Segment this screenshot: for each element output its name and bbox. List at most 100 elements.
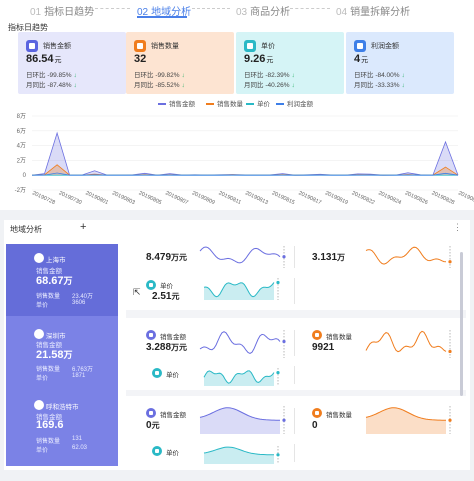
divider xyxy=(294,330,295,356)
scrollbar[interactable] xyxy=(460,252,463,396)
tab-label: 商品分析 xyxy=(250,7,291,18)
y-tick-label: -2万 xyxy=(15,187,26,194)
city-item-shenzhen[interactable]: 深圳市 销售金额 21.58万 销售数量 6.763万 单价 1871 xyxy=(6,320,118,392)
city-name: 呼和浩特市 xyxy=(46,404,79,411)
city-name: 上海市 xyxy=(46,257,66,264)
sparkline-endpoint xyxy=(276,370,280,375)
city-sales-value: 68.67万 xyxy=(36,275,73,287)
price-sparkline xyxy=(203,278,280,300)
legend-item-sales[interactable]: 销售金额 xyxy=(158,98,195,108)
city-sales-value: 21.58万 xyxy=(36,349,73,361)
kpi-label: 单价 xyxy=(261,43,275,50)
tab-product-analysis[interactable]: 03 商品分析 xyxy=(236,3,290,18)
price-sparkline xyxy=(203,368,280,386)
x-tick-label: 20190805 xyxy=(138,190,163,206)
city-item-shanghai[interactable]: 上海市 销售金额 68.67万 销售数量 23.40万 单价 3606 xyxy=(6,244,118,316)
quantity-sparkline xyxy=(365,330,452,358)
sparkline-area xyxy=(366,407,446,434)
kpi-day-change: 日环比 -99.82% ↓ xyxy=(134,72,185,79)
x-tick-label: 20190828 xyxy=(431,190,456,206)
sparkline-area xyxy=(200,407,280,434)
city-block-hohhot: 销售金额 0元 销售数量 0 单价 xyxy=(126,398,466,466)
profit-icon xyxy=(354,40,366,52)
city-item-hohhot[interactable]: 呼和浩特市 销售金额 169.6 销售数量 131 单价 62.03 xyxy=(6,394,118,466)
down-arrow-icon: ↓ xyxy=(291,82,295,89)
kpi-month-change: 月同比 -40.26% ↓ xyxy=(244,82,295,89)
tab-divider xyxy=(192,8,230,9)
x-tick-label: 20190817 xyxy=(297,190,322,206)
kpi-value: 9.26元 xyxy=(244,53,274,65)
x-tick-label: 20190826 xyxy=(404,190,429,206)
city-block-shenzhen: 销售金额 3.288万元 销售数量 9921 单价 xyxy=(126,320,466,388)
city-sales-label: 销售金额 xyxy=(36,342,62,349)
box-icon xyxy=(134,40,146,52)
price-sparkline xyxy=(203,446,280,464)
sparkline-line xyxy=(365,407,447,421)
sparkline-area xyxy=(204,447,274,464)
kpi-month-change: 月同比 -85.52% ↓ xyxy=(134,82,185,89)
kpi-value: 32 xyxy=(134,53,147,65)
tab-number: 02 xyxy=(137,7,149,18)
city-qty: 销售数量 23.40万 xyxy=(36,294,94,300)
section-title: 地域分析 xyxy=(10,225,42,234)
x-tick-label: 20190801 xyxy=(84,190,109,206)
series-area xyxy=(32,133,458,176)
tab-sales-breakdown[interactable]: 04 销量拆解分析 xyxy=(336,3,410,18)
kpi-label: 利润金额 xyxy=(371,43,399,50)
legend-item-quantity[interactable]: 销售数量 xyxy=(206,98,243,108)
more-menu-icon[interactable]: ⋮ xyxy=(453,222,462,232)
down-arrow-icon: ↓ xyxy=(401,72,405,79)
tab-bar: 01 指标日趋势 02 地域分析 03 商品分析 04 销量拆解分析 xyxy=(0,0,474,20)
divider xyxy=(126,310,466,318)
city-sales-label: 销售金额 xyxy=(36,414,62,421)
kpi-card-unit-price[interactable]: 单价 9.26元 日环比 -82.39% ↓ 月同比 -40.26% ↓ xyxy=(236,32,344,94)
x-tick-label: 20190824 xyxy=(377,190,402,206)
tab-daily-trend[interactable]: 01 指标日趋势 xyxy=(30,3,94,18)
sparkline-endpoint xyxy=(276,453,280,457)
tag-icon xyxy=(146,280,156,290)
city-price: 单价 3606 xyxy=(36,300,86,309)
city-block-shanghai: 8.479万元 3.131万 单价 2.51元 xyxy=(126,244,466,308)
tag-icon xyxy=(244,40,256,52)
city-qty: 销售数量 131 xyxy=(36,436,83,445)
x-tick-label: 20190730 xyxy=(58,190,83,206)
x-tick-label: 20190811 xyxy=(218,190,242,206)
legend-item-price[interactable]: 单价 xyxy=(246,98,270,108)
quantity-sparkline xyxy=(365,246,452,268)
kpi-card-quantity[interactable]: 销售数量 32 日环比 -99.82% ↓ 月同比 -85.52% ↓ xyxy=(126,32,234,94)
y-tick-label: 6万 xyxy=(17,128,26,135)
box-icon xyxy=(312,408,322,418)
city-price: 单价 1871 xyxy=(36,373,86,382)
tab-region-analysis[interactable]: 02 地域分析 xyxy=(137,3,191,18)
city-sales-value: 169.6 xyxy=(36,419,64,431)
kpi-day-change: 日环比 -99.85% ↓ xyxy=(26,72,77,79)
sparkline-line xyxy=(203,282,275,298)
location-icon xyxy=(34,400,44,410)
mouse-cursor-icon: ⇱ xyxy=(133,287,141,297)
down-arrow-icon: ↓ xyxy=(181,82,185,89)
sparkline-endpoint xyxy=(448,349,452,354)
add-button[interactable]: + xyxy=(80,221,87,233)
down-arrow-icon: ↓ xyxy=(73,82,77,89)
daily-trend-panel: 指标日趋势 销售金额 86.54元 日环比 -99.85% ↓ 月同比 -87.4… xyxy=(0,20,474,210)
tab-number: 03 xyxy=(236,7,248,18)
sparkline-endpoint xyxy=(448,418,452,422)
money-icon xyxy=(26,40,38,52)
city-sales-label: 销售金额 xyxy=(36,268,62,275)
city-metric-cards: 8.479万元 3.131万 单价 2.51元 销售金额 3.288万元 xyxy=(126,244,466,466)
kpi-card-sales[interactable]: 销售金额 86.54元 日环比 -99.85% ↓ 月同比 -87.48% ↓ xyxy=(18,32,126,94)
kpi-label: 销售数量 xyxy=(151,43,179,50)
kpi-value: 4元 xyxy=(354,53,369,65)
x-tick-label: 20190831 xyxy=(457,190,474,206)
y-tick-label: 0 xyxy=(23,173,27,179)
sparkline-endpoint xyxy=(448,260,452,264)
sparkline-line xyxy=(199,407,281,421)
sparkline-endpoint xyxy=(276,280,280,285)
x-tick-label: 20190819 xyxy=(324,190,349,206)
legend-item-profit[interactable]: 利润金额 xyxy=(276,98,313,108)
down-arrow-icon: ↓ xyxy=(181,72,185,79)
kpi-card-profit[interactable]: 利润金额 4元 日环比 -84.00% ↓ 月同比 -33.33% ↓ xyxy=(346,32,454,94)
location-icon xyxy=(34,253,44,263)
x-tick-label: 20190813 xyxy=(244,190,269,206)
